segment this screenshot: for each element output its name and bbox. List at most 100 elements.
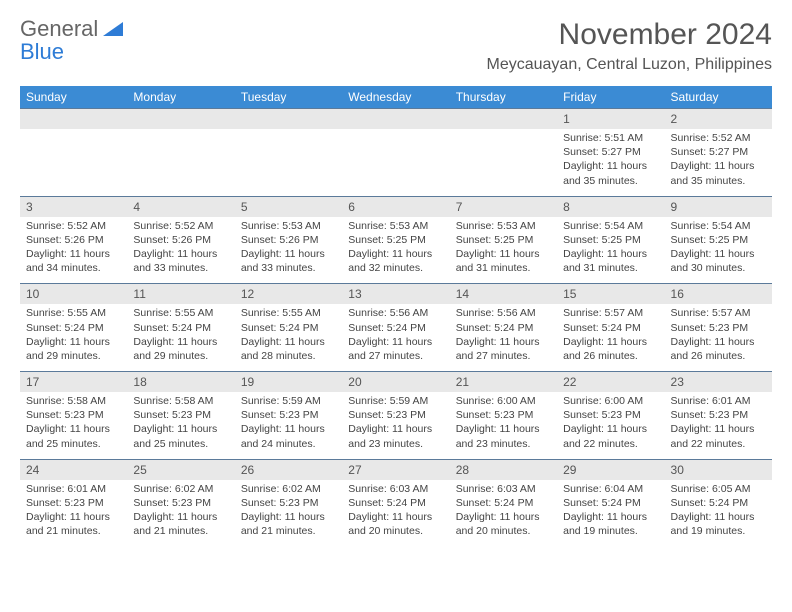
daylight-line: Daylight: 11 hours and 31 minutes. bbox=[456, 247, 551, 275]
calendar-body: 12Sunrise: 5:51 AMSunset: 5:27 PMDayligh… bbox=[20, 109, 772, 547]
sunset-line: Sunset: 5:24 PM bbox=[456, 321, 551, 335]
day-number-cell: 24 bbox=[20, 459, 127, 480]
daylight-line: Daylight: 11 hours and 26 minutes. bbox=[671, 335, 766, 363]
day-number-row: 17181920212223 bbox=[20, 372, 772, 393]
day-detail-cell: Sunrise: 6:03 AMSunset: 5:24 PMDaylight:… bbox=[450, 480, 557, 547]
day-detail-cell bbox=[235, 129, 342, 196]
daylight-line: Daylight: 11 hours and 28 minutes. bbox=[241, 335, 336, 363]
sunrise-line: Sunrise: 5:55 AM bbox=[133, 306, 228, 320]
sunrise-line: Sunrise: 6:05 AM bbox=[671, 482, 766, 496]
sunrise-line: Sunrise: 5:53 AM bbox=[241, 219, 336, 233]
sunset-line: Sunset: 5:23 PM bbox=[241, 408, 336, 422]
sunset-line: Sunset: 5:23 PM bbox=[241, 496, 336, 510]
day-number-cell bbox=[342, 109, 449, 130]
day-number-cell: 8 bbox=[557, 196, 664, 217]
logo: General Blue bbox=[20, 18, 123, 63]
sunrise-line: Sunrise: 5:53 AM bbox=[456, 219, 551, 233]
sunset-line: Sunset: 5:23 PM bbox=[26, 408, 121, 422]
day-number-cell: 27 bbox=[342, 459, 449, 480]
sunset-line: Sunset: 5:23 PM bbox=[133, 496, 228, 510]
day-number-row: 24252627282930 bbox=[20, 459, 772, 480]
sunrise-line: Sunrise: 5:52 AM bbox=[26, 219, 121, 233]
sunset-line: Sunset: 5:23 PM bbox=[348, 408, 443, 422]
day-detail-cell: Sunrise: 5:55 AMSunset: 5:24 PMDaylight:… bbox=[235, 304, 342, 371]
sunset-line: Sunset: 5:25 PM bbox=[348, 233, 443, 247]
day-detail-cell: Sunrise: 5:51 AMSunset: 5:27 PMDaylight:… bbox=[557, 129, 664, 196]
day-detail-cell: Sunrise: 6:04 AMSunset: 5:24 PMDaylight:… bbox=[557, 480, 664, 547]
daylight-line: Daylight: 11 hours and 23 minutes. bbox=[456, 422, 551, 450]
day-number-cell: 2 bbox=[665, 109, 772, 130]
sunrise-line: Sunrise: 5:59 AM bbox=[348, 394, 443, 408]
daylight-line: Daylight: 11 hours and 26 minutes. bbox=[563, 335, 658, 363]
day-detail-cell: Sunrise: 5:59 AMSunset: 5:23 PMDaylight:… bbox=[235, 392, 342, 459]
day-header: Monday bbox=[127, 86, 234, 109]
day-header-row: SundayMondayTuesdayWednesdayThursdayFrid… bbox=[20, 86, 772, 109]
daylight-line: Daylight: 11 hours and 31 minutes. bbox=[563, 247, 658, 275]
sunrise-line: Sunrise: 6:03 AM bbox=[348, 482, 443, 496]
sunset-line: Sunset: 5:24 PM bbox=[563, 496, 658, 510]
sunrise-line: Sunrise: 5:54 AM bbox=[563, 219, 658, 233]
day-detail-cell: Sunrise: 5:55 AMSunset: 5:24 PMDaylight:… bbox=[127, 304, 234, 371]
day-header: Thursday bbox=[450, 86, 557, 109]
sunset-line: Sunset: 5:23 PM bbox=[563, 408, 658, 422]
day-detail-cell: Sunrise: 5:54 AMSunset: 5:25 PMDaylight:… bbox=[557, 217, 664, 284]
day-detail-row: Sunrise: 5:58 AMSunset: 5:23 PMDaylight:… bbox=[20, 392, 772, 459]
logo-word2: Blue bbox=[20, 41, 123, 63]
sunrise-line: Sunrise: 5:55 AM bbox=[26, 306, 121, 320]
day-detail-cell: Sunrise: 5:55 AMSunset: 5:24 PMDaylight:… bbox=[20, 304, 127, 371]
day-number-cell: 20 bbox=[342, 372, 449, 393]
day-detail-cell: Sunrise: 5:52 AMSunset: 5:27 PMDaylight:… bbox=[665, 129, 772, 196]
sunrise-line: Sunrise: 6:01 AM bbox=[26, 482, 121, 496]
daylight-line: Daylight: 11 hours and 29 minutes. bbox=[26, 335, 121, 363]
sunset-line: Sunset: 5:25 PM bbox=[456, 233, 551, 247]
daylight-line: Daylight: 11 hours and 19 minutes. bbox=[671, 510, 766, 538]
daylight-line: Daylight: 11 hours and 19 minutes. bbox=[563, 510, 658, 538]
day-detail-cell bbox=[20, 129, 127, 196]
daylight-line: Daylight: 11 hours and 20 minutes. bbox=[456, 510, 551, 538]
header: General Blue November 2024 Meycauayan, C… bbox=[20, 18, 772, 74]
day-detail-cell bbox=[450, 129, 557, 196]
day-detail-row: Sunrise: 5:51 AMSunset: 5:27 PMDaylight:… bbox=[20, 129, 772, 196]
day-detail-cell: Sunrise: 6:01 AMSunset: 5:23 PMDaylight:… bbox=[665, 392, 772, 459]
sunset-line: Sunset: 5:23 PM bbox=[26, 496, 121, 510]
day-detail-row: Sunrise: 5:55 AMSunset: 5:24 PMDaylight:… bbox=[20, 304, 772, 371]
daylight-line: Daylight: 11 hours and 21 minutes. bbox=[241, 510, 336, 538]
daylight-line: Daylight: 11 hours and 27 minutes. bbox=[456, 335, 551, 363]
sunrise-line: Sunrise: 5:52 AM bbox=[671, 131, 766, 145]
daylight-line: Daylight: 11 hours and 32 minutes. bbox=[348, 247, 443, 275]
day-header: Saturday bbox=[665, 86, 772, 109]
day-detail-cell: Sunrise: 6:00 AMSunset: 5:23 PMDaylight:… bbox=[557, 392, 664, 459]
daylight-line: Daylight: 11 hours and 20 minutes. bbox=[348, 510, 443, 538]
day-number-cell: 4 bbox=[127, 196, 234, 217]
day-detail-cell: Sunrise: 5:59 AMSunset: 5:23 PMDaylight:… bbox=[342, 392, 449, 459]
day-detail-cell: Sunrise: 5:57 AMSunset: 5:24 PMDaylight:… bbox=[557, 304, 664, 371]
sunrise-line: Sunrise: 6:04 AM bbox=[563, 482, 658, 496]
daylight-line: Daylight: 11 hours and 22 minutes. bbox=[671, 422, 766, 450]
day-number-cell: 14 bbox=[450, 284, 557, 305]
day-number-row: 10111213141516 bbox=[20, 284, 772, 305]
day-number-cell: 11 bbox=[127, 284, 234, 305]
sunset-line: Sunset: 5:24 PM bbox=[26, 321, 121, 335]
day-number-cell: 5 bbox=[235, 196, 342, 217]
sunrise-line: Sunrise: 5:57 AM bbox=[671, 306, 766, 320]
daylight-line: Daylight: 11 hours and 34 minutes. bbox=[26, 247, 121, 275]
sunset-line: Sunset: 5:23 PM bbox=[456, 408, 551, 422]
daylight-line: Daylight: 11 hours and 21 minutes. bbox=[133, 510, 228, 538]
day-detail-cell bbox=[342, 129, 449, 196]
day-number-cell: 28 bbox=[450, 459, 557, 480]
sunrise-line: Sunrise: 5:52 AM bbox=[133, 219, 228, 233]
day-detail-cell: Sunrise: 5:56 AMSunset: 5:24 PMDaylight:… bbox=[450, 304, 557, 371]
daylight-line: Daylight: 11 hours and 21 minutes. bbox=[26, 510, 121, 538]
daylight-line: Daylight: 11 hours and 22 minutes. bbox=[563, 422, 658, 450]
title-block: November 2024 Meycauayan, Central Luzon,… bbox=[487, 18, 773, 74]
day-header: Friday bbox=[557, 86, 664, 109]
sunrise-line: Sunrise: 5:58 AM bbox=[133, 394, 228, 408]
daylight-line: Daylight: 11 hours and 29 minutes. bbox=[133, 335, 228, 363]
daylight-line: Daylight: 11 hours and 24 minutes. bbox=[241, 422, 336, 450]
sunrise-line: Sunrise: 5:54 AM bbox=[671, 219, 766, 233]
day-detail-cell: Sunrise: 6:05 AMSunset: 5:24 PMDaylight:… bbox=[665, 480, 772, 547]
day-number-cell: 30 bbox=[665, 459, 772, 480]
sunset-line: Sunset: 5:24 PM bbox=[671, 496, 766, 510]
day-number-cell: 16 bbox=[665, 284, 772, 305]
sunrise-line: Sunrise: 5:57 AM bbox=[563, 306, 658, 320]
